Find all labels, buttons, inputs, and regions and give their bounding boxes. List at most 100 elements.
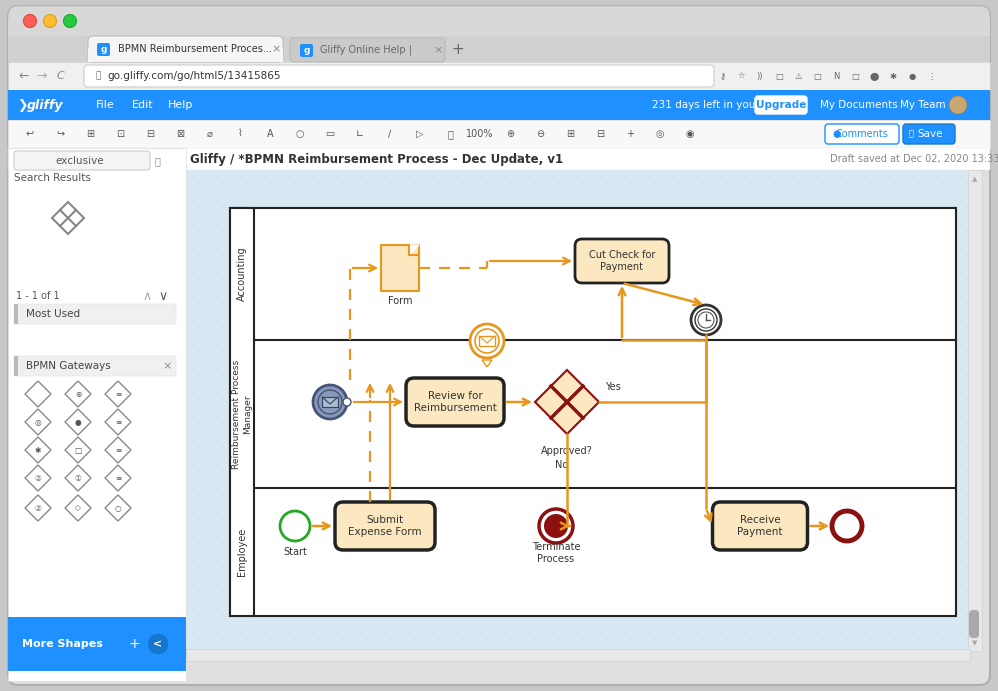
Text: 🔒: 🔒 — [96, 71, 102, 80]
Circle shape — [475, 329, 499, 353]
Text: Comments: Comments — [835, 129, 888, 139]
Bar — [186, 170, 976, 651]
Text: ⊡: ⊡ — [116, 129, 124, 139]
Text: ↩: ↩ — [26, 129, 34, 139]
Bar — [8, 617, 186, 671]
Text: ⬤: ⬤ — [869, 71, 878, 80]
FancyBboxPatch shape — [713, 502, 807, 550]
Text: □: □ — [75, 446, 82, 455]
Text: Start: Start — [283, 547, 307, 557]
Text: ○: ○ — [115, 504, 122, 513]
Bar — [186, 649, 970, 661]
Text: Approved?: Approved? — [541, 446, 593, 456]
Text: Cut Check for
Payment: Cut Check for Payment — [589, 250, 656, 272]
Polygon shape — [482, 360, 492, 367]
Polygon shape — [65, 381, 91, 407]
Text: Review for
Reimbursement: Review for Reimbursement — [413, 391, 496, 413]
Text: Reimbursement Process
Manager: Reimbursement Process Manager — [233, 359, 251, 468]
Circle shape — [949, 96, 967, 114]
Circle shape — [470, 324, 504, 358]
Text: BPMN Reimbursement Proces...: BPMN Reimbursement Proces... — [118, 44, 271, 54]
Bar — [968, 170, 982, 651]
Text: No: No — [555, 460, 569, 470]
Text: Terminate
Process: Terminate Process — [532, 542, 580, 564]
Text: ⊞: ⊞ — [566, 129, 574, 139]
Text: ⌀: ⌀ — [207, 129, 213, 139]
Bar — [14, 304, 18, 324]
Text: Upgrade: Upgrade — [755, 100, 806, 110]
Text: ①: ① — [75, 473, 82, 482]
Text: ⚠: ⚠ — [794, 71, 801, 80]
FancyBboxPatch shape — [97, 43, 110, 56]
Text: ◇: ◇ — [75, 504, 81, 513]
Polygon shape — [105, 381, 131, 407]
Polygon shape — [65, 437, 91, 463]
Text: BPMN Gateways: BPMN Gateways — [26, 361, 111, 371]
Text: exclusive: exclusive — [56, 156, 105, 166]
Text: ≡: ≡ — [115, 446, 121, 455]
Text: ×: × — [271, 44, 280, 54]
Polygon shape — [25, 437, 51, 463]
Circle shape — [313, 385, 347, 419]
Text: ☆: ☆ — [738, 71, 745, 80]
Bar — [14, 356, 176, 376]
Text: ⚷: ⚷ — [719, 71, 726, 80]
Polygon shape — [25, 409, 51, 435]
Text: ⊕: ⊕ — [506, 129, 514, 139]
Text: ∟: ∟ — [356, 129, 364, 139]
FancyBboxPatch shape — [290, 38, 445, 62]
Text: □: □ — [851, 71, 859, 80]
Text: ②: ② — [35, 504, 42, 513]
Text: Gliffy Online Help |: Gliffy Online Help | — [320, 45, 412, 55]
Text: Edit: Edit — [132, 100, 154, 110]
Text: File: File — [96, 100, 115, 110]
Text: ▲: ▲ — [972, 176, 978, 182]
Text: ↪: ↪ — [56, 129, 64, 139]
Text: ⋮: ⋮ — [927, 71, 935, 80]
Text: 💾: 💾 — [909, 129, 914, 138]
Text: ❯: ❯ — [17, 99, 27, 111]
Text: +: + — [128, 637, 140, 651]
Text: g: g — [101, 45, 107, 54]
Circle shape — [695, 309, 717, 331]
Polygon shape — [25, 495, 51, 521]
Circle shape — [832, 511, 862, 541]
Text: ⊞: ⊞ — [86, 129, 94, 139]
FancyBboxPatch shape — [903, 124, 955, 144]
Text: ≡: ≡ — [115, 390, 121, 399]
Circle shape — [318, 390, 342, 414]
Bar — [381, 245, 419, 291]
FancyBboxPatch shape — [969, 610, 979, 638]
FancyBboxPatch shape — [88, 36, 283, 62]
Circle shape — [44, 15, 57, 28]
Text: 100%: 100% — [466, 129, 494, 139]
FancyBboxPatch shape — [14, 151, 150, 170]
Text: C: C — [56, 71, 64, 81]
Text: ◎: ◎ — [656, 129, 665, 139]
Circle shape — [24, 15, 37, 28]
Text: Most Used: Most Used — [26, 309, 80, 319]
Text: ∨: ∨ — [159, 290, 168, 303]
FancyBboxPatch shape — [8, 6, 990, 685]
FancyBboxPatch shape — [84, 65, 714, 87]
Polygon shape — [479, 336, 495, 346]
Text: 🔒: 🔒 — [516, 155, 521, 164]
Text: Gliffy / *BPMN Reimbursement Process - Dec Update, v1: Gliffy / *BPMN Reimbursement Process - D… — [190, 153, 563, 166]
Text: gliffy: gliffy — [27, 99, 63, 111]
Text: Save: Save — [917, 129, 943, 139]
Bar — [8, 90, 990, 120]
Text: Employee: Employee — [237, 528, 247, 576]
Bar — [88, 48, 283, 62]
Text: ≡: ≡ — [115, 473, 121, 482]
FancyBboxPatch shape — [575, 239, 669, 283]
Text: ⊖: ⊖ — [536, 129, 544, 139]
Bar — [8, 62, 990, 90]
Polygon shape — [65, 409, 91, 435]
Bar — [8, 148, 990, 170]
Polygon shape — [25, 465, 51, 491]
Text: ∧: ∧ — [143, 290, 152, 303]
Text: <: < — [154, 639, 163, 649]
Circle shape — [698, 312, 714, 328]
Circle shape — [280, 511, 310, 541]
Text: →: → — [37, 70, 47, 82]
